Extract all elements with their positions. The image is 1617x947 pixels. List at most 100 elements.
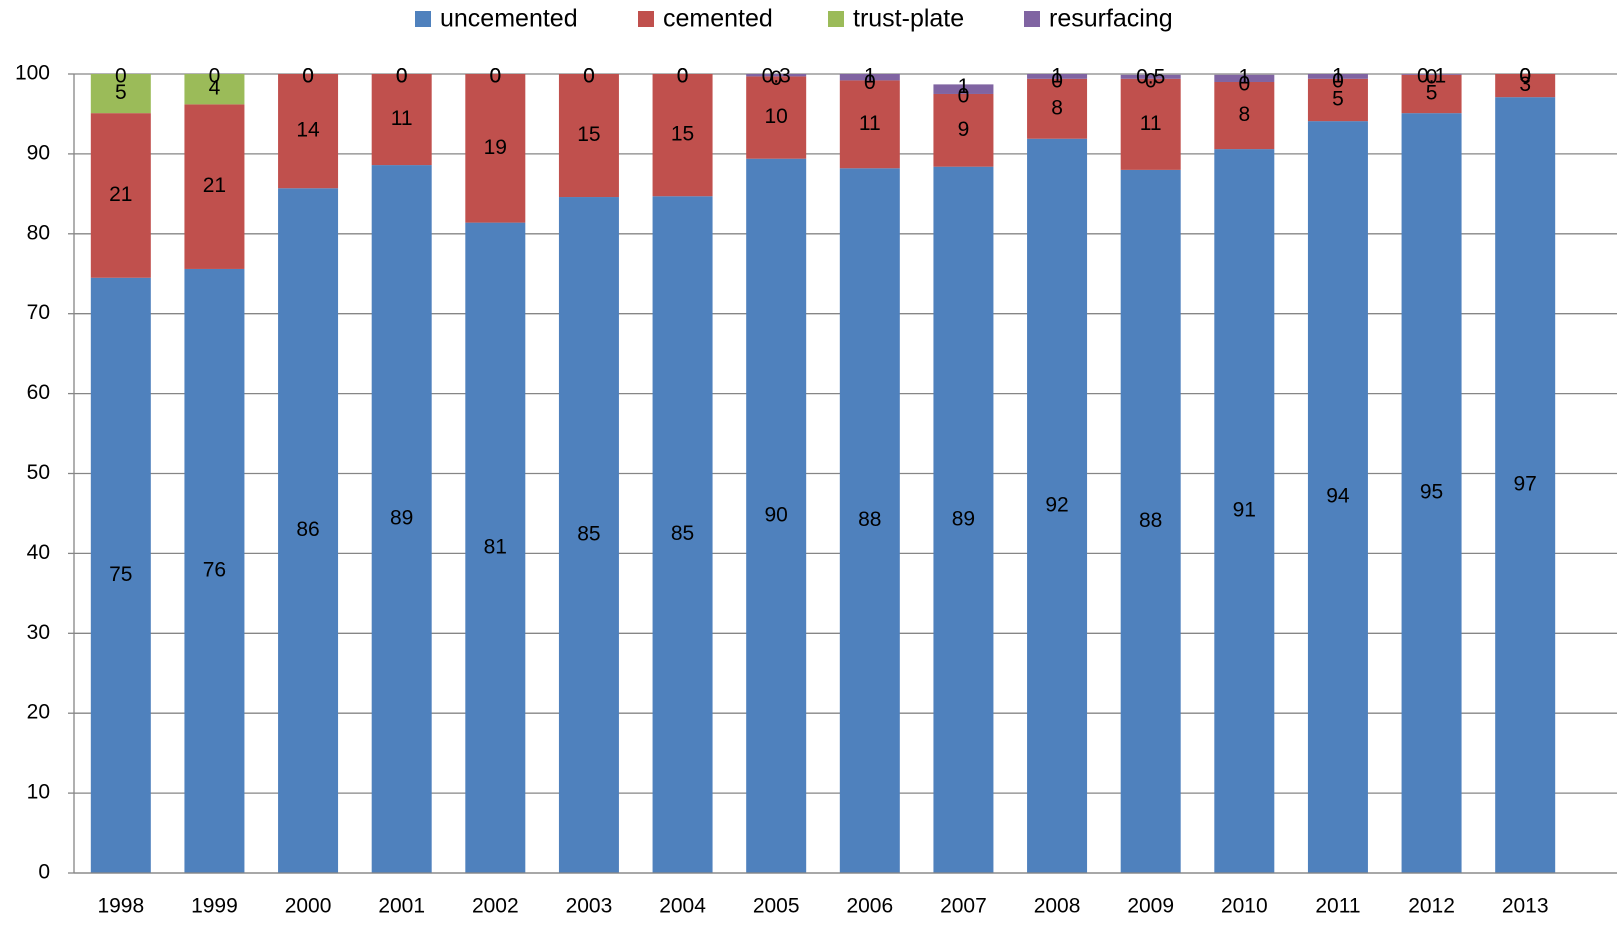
bar-segment — [1027, 78, 1088, 139]
bar-segment — [558, 197, 619, 873]
data-label: 0 — [489, 65, 501, 88]
data-label: 21 — [109, 183, 132, 206]
x-tick-label: 2005 — [753, 895, 800, 918]
legend-swatch — [828, 11, 844, 27]
data-label: 1 — [1051, 65, 1063, 88]
data-label: 75 — [109, 563, 132, 586]
bar-segment — [1307, 121, 1368, 874]
data-label: 0.5 — [1136, 65, 1165, 88]
data-label: 88 — [858, 508, 881, 531]
data-label: 89 — [952, 507, 975, 530]
x-tick-label: 2006 — [846, 895, 893, 918]
data-label: 1 — [864, 65, 876, 88]
legend-swatch — [415, 11, 431, 27]
x-tick-label: 2010 — [1221, 895, 1268, 918]
bar-segment — [652, 74, 713, 197]
data-label: 14 — [296, 119, 320, 142]
y-tick-label: 80 — [27, 221, 50, 244]
data-label: 85 — [577, 523, 600, 546]
data-label: 4 — [209, 77, 221, 100]
bar-segment — [746, 76, 807, 159]
data-label: 0 — [677, 65, 689, 88]
y-tick-label: 30 — [27, 621, 50, 644]
bar-segment — [933, 84, 994, 94]
x-tick-label: 2001 — [378, 895, 425, 918]
data-label: 0 — [396, 65, 408, 88]
x-tick-label: 2013 — [1502, 895, 1549, 918]
data-label: 1 — [958, 75, 970, 98]
data-label: 0 — [1426, 65, 1438, 88]
data-label: 0 — [302, 65, 314, 88]
bar-segment — [465, 222, 526, 873]
data-label: 0 — [489, 65, 501, 88]
data-label: 76 — [203, 559, 226, 582]
data-label: 86 — [296, 518, 319, 541]
x-tick-label: 2004 — [659, 895, 706, 918]
bar-segment — [90, 74, 151, 114]
bar-segment — [1120, 74, 1181, 79]
data-label: 5 — [115, 81, 127, 104]
bar-segment — [746, 74, 807, 77]
data-label: 0 — [1238, 73, 1250, 96]
data-label: 19 — [484, 136, 507, 159]
data-label: 1 — [1332, 65, 1344, 88]
data-label: 0 — [115, 65, 127, 88]
bar-segment — [465, 74, 526, 223]
bar-segment — [1027, 138, 1088, 873]
data-label: 88 — [1139, 509, 1162, 532]
legend: uncemented cemented trust-plate resurfacing — [415, 5, 1173, 33]
legend-label: uncemented — [440, 5, 578, 33]
bar-segment — [1401, 74, 1462, 114]
bar-segment — [1495, 74, 1556, 98]
data-label: 0 — [1145, 69, 1157, 92]
bar-segment — [1027, 74, 1088, 79]
bar-segment — [839, 168, 900, 874]
legend-swatch — [638, 11, 654, 27]
data-label: 9 — [958, 118, 970, 141]
bar-segment — [90, 277, 151, 873]
data-label: 8 — [1051, 96, 1063, 119]
y-tick-label: 90 — [27, 141, 50, 164]
bar-segment — [1214, 81, 1275, 150]
bar-segment — [1214, 74, 1275, 82]
bar-segment — [1120, 78, 1181, 170]
data-label: 95 — [1420, 481, 1443, 504]
data-label: 11 — [391, 107, 413, 130]
y-tick-label: 100 — [15, 62, 50, 85]
bar-segment — [184, 74, 245, 105]
data-label: 0 — [1332, 69, 1344, 92]
data-label: 90 — [765, 503, 788, 526]
x-tick-label: 2012 — [1408, 895, 1455, 918]
data-label: 3 — [1519, 73, 1531, 96]
data-label: 11 — [1140, 112, 1162, 135]
legend-swatch — [1024, 11, 1040, 27]
bar-segment — [558, 74, 619, 198]
x-tick-label: 2011 — [1315, 895, 1360, 918]
data-label: 11 — [859, 112, 881, 135]
bar-segment — [90, 113, 151, 278]
bar-segment — [371, 165, 432, 873]
data-label: 0 — [864, 71, 876, 94]
data-label: 5 — [1426, 82, 1438, 105]
bar-segment — [652, 196, 713, 873]
legend-label: trust-plate — [853, 5, 964, 33]
y-tick-label: 10 — [27, 781, 50, 804]
x-tick-label: 1999 — [191, 895, 238, 918]
x-tick-label: 1998 — [97, 895, 144, 918]
x-tick-label: 2007 — [940, 895, 987, 918]
y-tick-label: 40 — [27, 541, 50, 564]
bar-segment — [278, 74, 339, 189]
data-label: 0 — [958, 85, 970, 108]
data-label: 0 — [1519, 65, 1531, 88]
data-label: 97 — [1514, 473, 1537, 496]
y-tick-label: 60 — [27, 381, 50, 404]
bar-segment — [278, 188, 339, 873]
data-label: 8 — [1238, 103, 1250, 126]
data-label: 0 — [209, 65, 221, 88]
x-tick-label: 2002 — [472, 895, 519, 918]
bar-segment — [1214, 149, 1275, 873]
bar-segment — [746, 158, 807, 874]
data-label: 92 — [1045, 493, 1068, 516]
bar-segment — [933, 93, 994, 167]
